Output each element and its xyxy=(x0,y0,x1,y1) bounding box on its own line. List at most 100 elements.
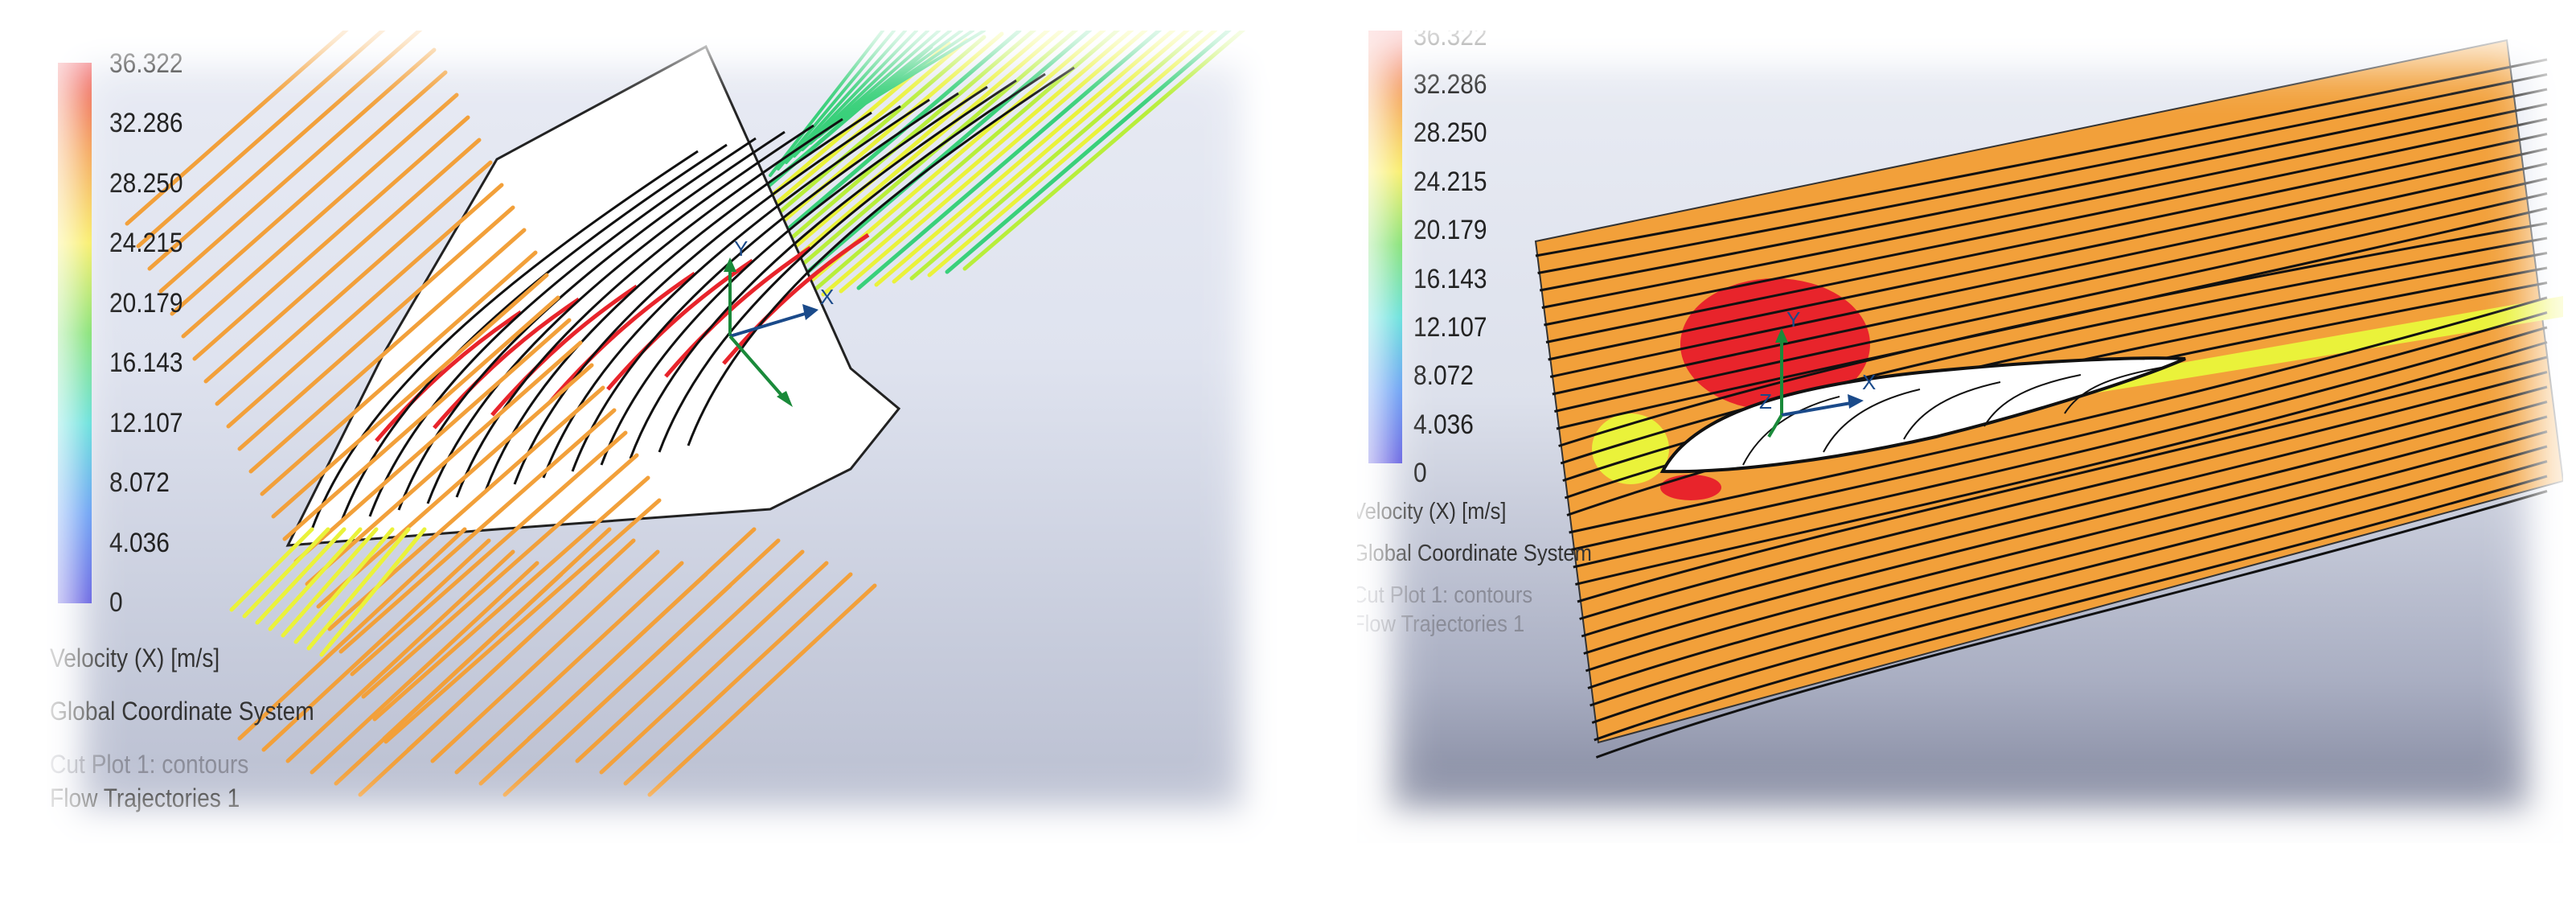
streamline xyxy=(1573,326,2548,569)
right-viewport[interactable]: Y X Z 36.322 32.286 28.250 24.215 20.179… xyxy=(1357,31,2563,843)
right-legend-tick: 4.036 xyxy=(1413,409,1474,440)
flow-trajectory xyxy=(293,527,395,644)
right-coordinate-system-label: Global Coordinate System xyxy=(1357,541,1592,566)
delta-wing-surface xyxy=(285,44,901,547)
flow-trajectory xyxy=(261,538,491,752)
flow-trajectory xyxy=(203,138,482,384)
flow-trajectory xyxy=(338,408,617,654)
flow-trajectory xyxy=(170,70,448,316)
flow-trajectory xyxy=(215,160,493,406)
flow-trajectory xyxy=(306,527,411,651)
right-legend-tick: 16.143 xyxy=(1413,264,1487,294)
flow-trajectory xyxy=(551,538,781,752)
streamline xyxy=(1535,58,2548,257)
right-legend-tick: 24.215 xyxy=(1413,167,1487,197)
left-legend-color-bar xyxy=(58,63,92,603)
left-legend-unit-label: Velocity (X) [m/s] xyxy=(50,644,220,672)
right-axis-y-label: Y xyxy=(1786,307,1800,331)
flow-trajectory xyxy=(282,295,560,541)
streamline xyxy=(1594,475,2548,742)
right-axis-x-label: X xyxy=(1862,370,1876,394)
streamline xyxy=(1539,88,2548,292)
flow-trajectory xyxy=(406,538,636,752)
streamline xyxy=(1577,356,2548,603)
flow-trajectory xyxy=(430,549,660,763)
flow-trajectory xyxy=(319,527,427,657)
flow-trajectory xyxy=(892,31,1190,284)
left-legend-tick: 8.072 xyxy=(109,467,170,498)
flow-trajectory xyxy=(372,475,650,722)
flow-trajectory xyxy=(229,527,314,612)
right-legend-tick: 28.250 xyxy=(1413,117,1487,148)
streamline xyxy=(1581,385,2548,638)
flow-trajectory xyxy=(821,31,1134,297)
flow-trajectory xyxy=(181,93,459,339)
flow-trajectory xyxy=(856,31,1163,290)
wing-streamline-highlight xyxy=(722,232,870,365)
right-legend-tick: 20.179 xyxy=(1413,215,1487,245)
flow-trajectory xyxy=(839,31,1148,294)
high-velocity-region xyxy=(1660,475,1721,500)
flow-trajectory xyxy=(125,31,349,226)
left-legend-tick: 28.250 xyxy=(109,168,183,199)
flow-trajectory xyxy=(350,430,628,677)
left-viewport[interactable]: Y X 36.322 32.286 28.250 24.215 20.179 1… xyxy=(47,31,1277,843)
streamline xyxy=(1544,117,2548,327)
flow-trajectory xyxy=(147,31,423,271)
flow-trajectory xyxy=(769,31,884,177)
streamline xyxy=(1548,147,2548,361)
high-velocity-region xyxy=(1680,278,1870,410)
flow-trajectory xyxy=(841,31,986,119)
flow-trajectory xyxy=(316,363,594,609)
flow-trajectory xyxy=(647,583,877,797)
streamline xyxy=(1560,236,2548,465)
airfoil-line xyxy=(1903,381,2001,440)
flow-trajectory xyxy=(599,561,829,775)
airfoil-line xyxy=(1742,396,1840,466)
left-legend-tick: 24.215 xyxy=(109,228,183,258)
left-legend-tick: 32.286 xyxy=(109,108,183,138)
right-legend-tick: 36.322 xyxy=(1413,31,1487,51)
streamline xyxy=(1589,445,2548,707)
wing-streamline-highlight xyxy=(606,258,754,391)
left-cut-plot-label: Cut Plot 1: contours xyxy=(50,750,249,779)
flow-trajectory xyxy=(527,527,757,741)
airfoil-surface-lines xyxy=(1742,367,2162,466)
flow-trajectory xyxy=(623,572,853,786)
wing-streamline xyxy=(426,124,814,504)
flow-trajectory xyxy=(361,453,639,699)
flow-trajectory xyxy=(192,115,470,361)
left-axis-x-label: X xyxy=(820,285,834,309)
flow-trajectory xyxy=(136,31,386,249)
streamline xyxy=(1585,415,2548,672)
right-flow-trajectories-label: Flow Trajectories 1 xyxy=(1357,611,1525,637)
flow-trajectory xyxy=(158,47,437,294)
wing-streamline-highlight xyxy=(375,310,523,442)
flow-trajectory xyxy=(271,273,549,519)
wing-streamline-highlight xyxy=(548,271,696,404)
flow-trajectory xyxy=(777,31,896,171)
left-scene: Y X xyxy=(125,31,1246,797)
left-near-trajectories xyxy=(125,31,877,797)
flow-trajectory xyxy=(945,31,1232,274)
flow-trajectory xyxy=(909,31,1204,281)
wing-streamline xyxy=(310,150,699,530)
wing-streamline xyxy=(368,137,757,517)
wing-streamline xyxy=(397,130,786,511)
streamline xyxy=(1575,341,2548,586)
wing-streamline xyxy=(513,105,901,485)
airfoil-line xyxy=(2064,367,2162,414)
flow-trajectory xyxy=(803,31,1121,300)
flow-trajectory xyxy=(575,549,805,763)
flow-trajectory xyxy=(260,250,538,496)
streamline xyxy=(1569,296,2548,534)
streamline xyxy=(1579,371,2548,620)
streamline xyxy=(1587,430,2548,689)
airfoil-line xyxy=(1983,374,2082,427)
right-legend-tick: 0 xyxy=(1413,458,1427,488)
streamline xyxy=(1554,192,2548,413)
streamline xyxy=(1552,177,2548,396)
flow-trajectory xyxy=(927,31,1218,278)
left-flow-trajectories-label: Flow Trajectories 1 xyxy=(50,783,240,812)
right-axis-triad: Y X Z xyxy=(1759,307,1876,438)
